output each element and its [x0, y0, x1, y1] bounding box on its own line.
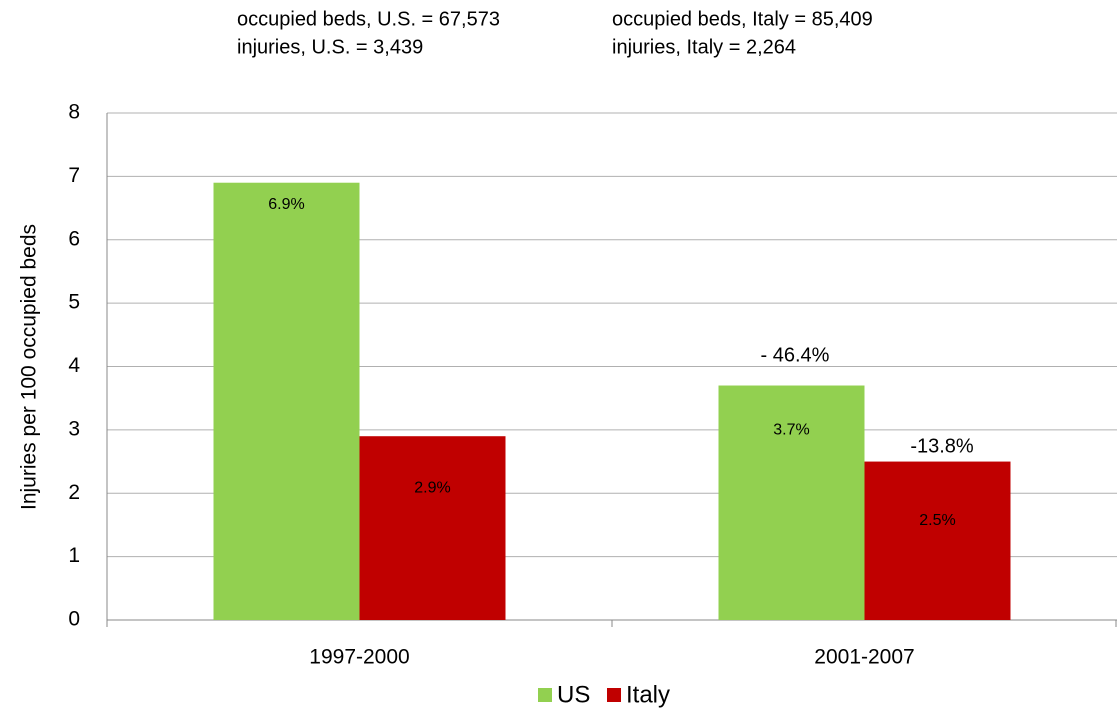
legend-swatch — [607, 688, 621, 702]
y-axis-title: Injuries per 100 occupied beds — [18, 224, 41, 510]
value-label: 2.5% — [919, 512, 955, 529]
y-tick-label: 6 — [68, 227, 80, 250]
bar — [213, 182, 360, 620]
annotation: - 46.4% — [761, 344, 830, 366]
value-label: 2.9% — [414, 479, 450, 496]
y-tick-label: 7 — [68, 164, 80, 187]
bar — [864, 461, 1011, 620]
legend-label: Italy — [626, 681, 670, 708]
legend-label: US — [557, 681, 590, 708]
value-label: 3.7% — [773, 422, 809, 439]
annotation: occupied beds, U.S. = 67,573 — [237, 8, 500, 30]
y-tick-label: 4 — [68, 354, 80, 377]
y-tick-label: 0 — [68, 608, 80, 631]
legend-swatch — [538, 688, 552, 702]
value-label: 6.9% — [268, 196, 304, 213]
bar — [359, 436, 506, 620]
annotation: -13.8% — [910, 435, 974, 457]
annotation: occupied beds, Italy = 85,409 — [612, 8, 873, 30]
annotation: injuries, Italy = 2,264 — [612, 36, 796, 58]
x-tick-label: 1997-2000 — [309, 646, 409, 669]
x-tick-label: 2001-2007 — [814, 646, 914, 669]
y-tick-label: 2 — [68, 481, 80, 504]
y-tick-label: 5 — [68, 291, 80, 314]
annotation: injuries, U.S. = 3,439 — [237, 36, 423, 58]
y-tick-label: 8 — [68, 101, 80, 124]
y-tick-label: 3 — [68, 417, 80, 440]
y-tick-label: 1 — [68, 544, 80, 567]
bar — [718, 385, 865, 620]
